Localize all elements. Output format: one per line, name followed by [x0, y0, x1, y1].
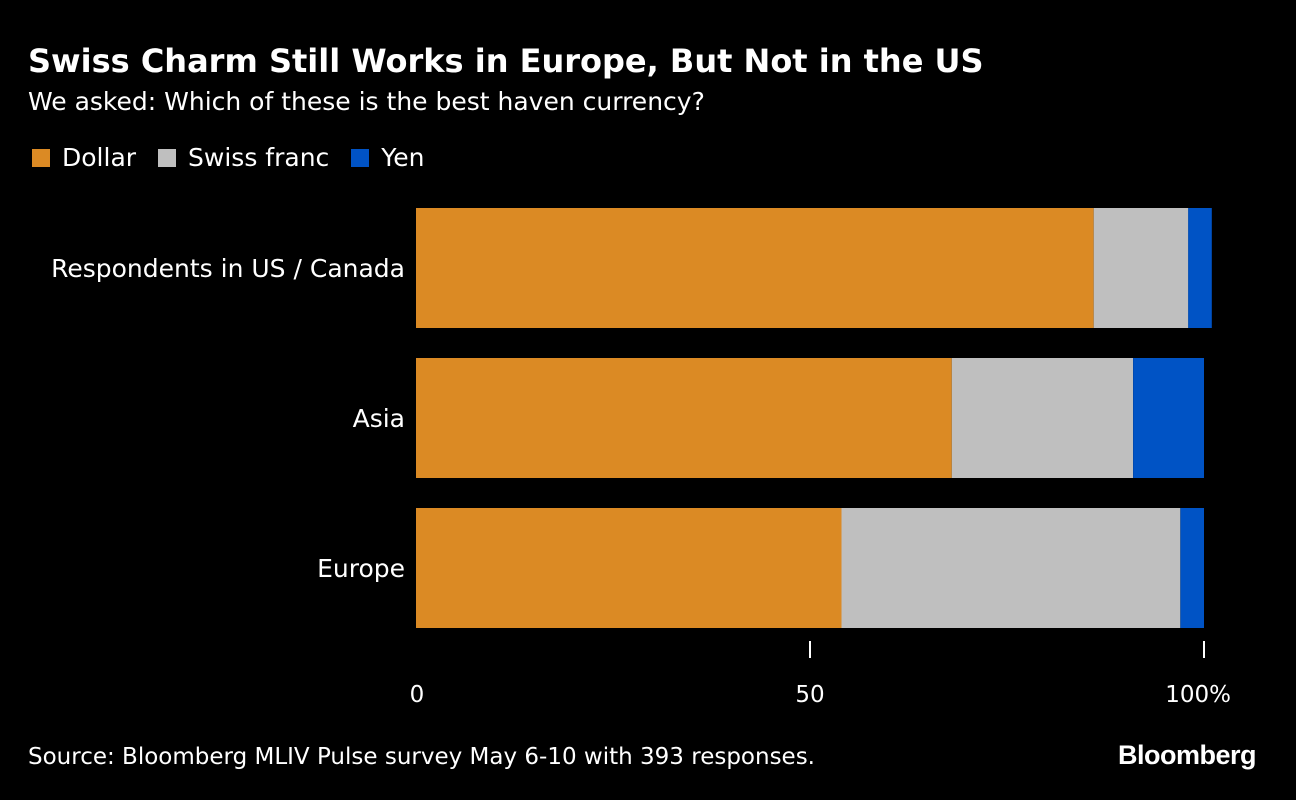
category-label-asia: Asia	[353, 404, 405, 433]
bar-asia-swiss-franc	[951, 358, 1133, 478]
bloomberg-logo: Bloomberg	[1117, 740, 1257, 770]
bar-europe-yen	[1180, 508, 1204, 628]
legend-swatch-yen	[351, 149, 370, 167]
category-label-respondents-in-us-canada: Respondents in US / Canada	[51, 254, 405, 283]
bar-respondents-in-us-canada-dollar	[416, 208, 1094, 328]
source-note: Source: Bloomberg MLIV Pulse survey May …	[28, 744, 815, 770]
legend-label-yen: Yen	[381, 143, 425, 172]
bar-europe-swiss-franc	[841, 508, 1181, 628]
x-tick-label-100: 100%	[1165, 682, 1231, 708]
legend-item-dollar: Dollar	[32, 142, 136, 174]
legend-label-swiss-franc: Swiss franc	[188, 143, 330, 172]
legend: Dollar Swiss franc Yen	[32, 142, 446, 174]
legend-label-dollar: Dollar	[62, 143, 137, 172]
bar-asia-yen	[1133, 358, 1204, 478]
bar-respondents-in-us-canada-yen	[1188, 208, 1212, 328]
legend-swatch-swiss-franc	[158, 149, 177, 167]
legend-item-swiss-franc: Swiss franc	[158, 142, 329, 174]
legend-swatch-dollar	[32, 149, 50, 167]
bar-respondents-in-us-canada-swiss-franc	[1093, 208, 1189, 328]
bar-asia-dollar	[416, 358, 952, 478]
x-tick-label-50: 50	[795, 682, 824, 708]
x-tick-label-0: 0	[410, 682, 425, 708]
bar-europe-dollar	[416, 508, 842, 628]
legend-item-yen: Yen	[351, 142, 424, 174]
category-label-europe: Europe	[317, 554, 405, 583]
chart-subtitle: We asked: Which of these is the best hav…	[28, 87, 705, 116]
chart-title: Swiss Charm Still Works in Europe, But N…	[28, 42, 984, 80]
